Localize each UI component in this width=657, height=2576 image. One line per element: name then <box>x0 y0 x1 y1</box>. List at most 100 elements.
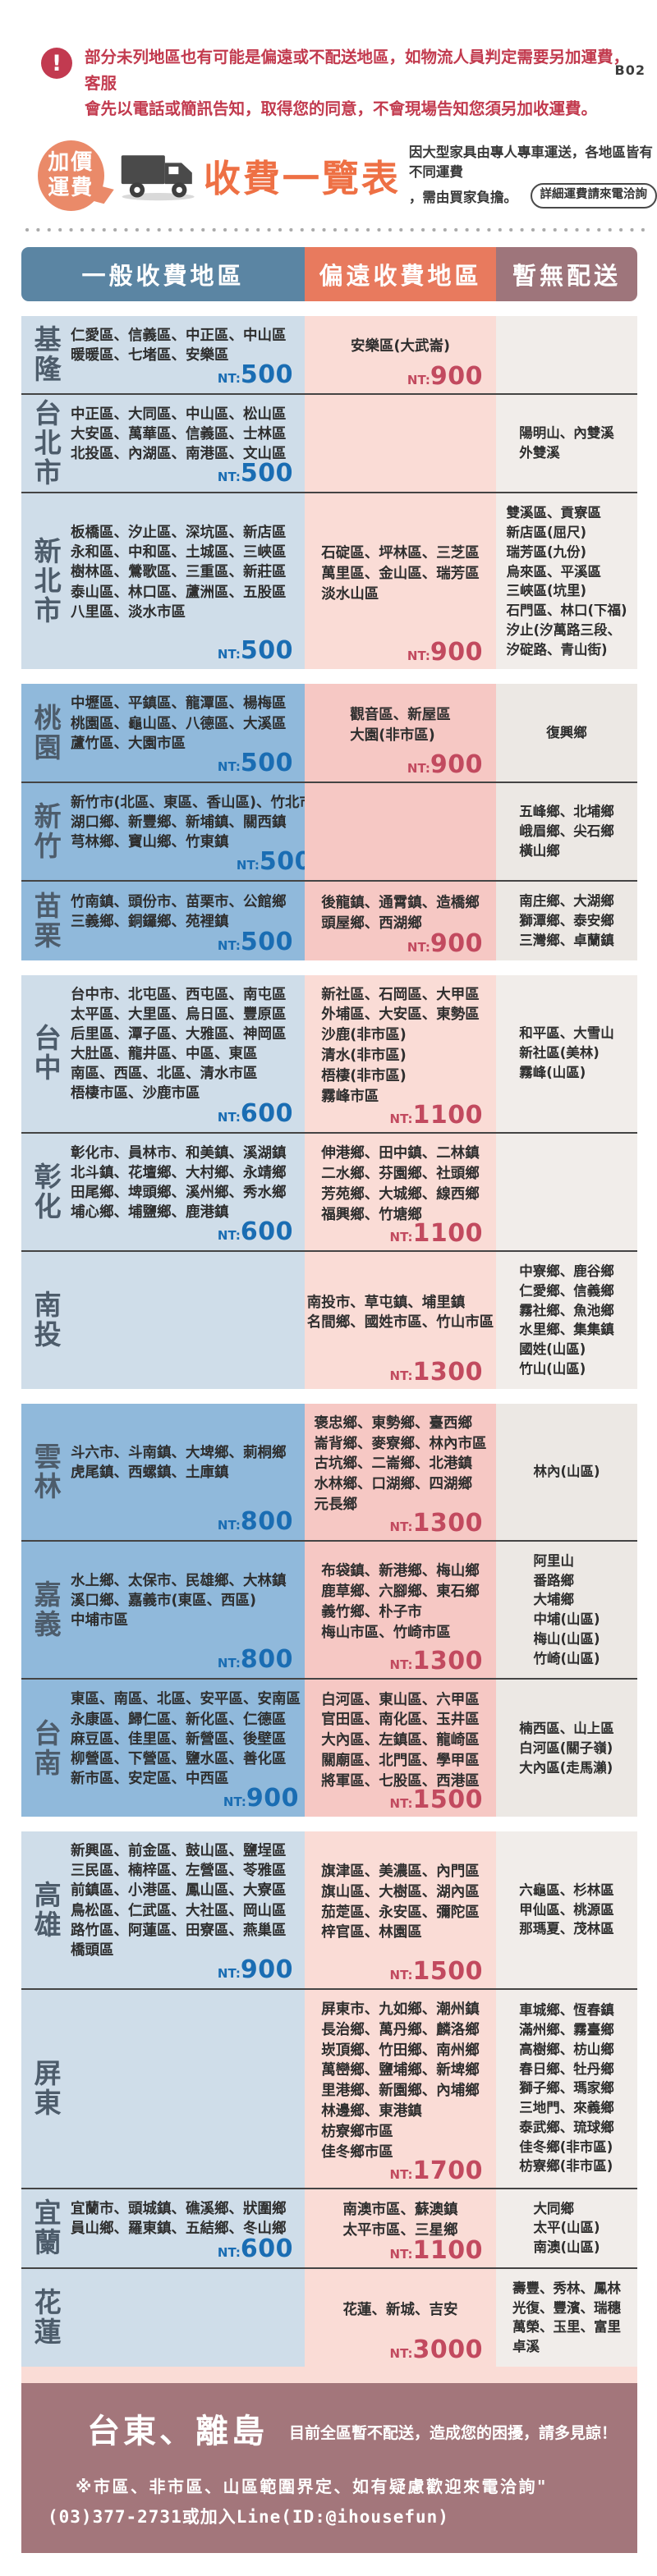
remote-fee-cell: 後龍鎮、通霄鎮、造橋鄉頭屋鄉、西湖鄉 NT:900 <box>305 882 496 960</box>
no-delivery-cell: 和平區、大雪山新社區(美林)霧峰(山區) <box>496 975 637 1132</box>
no-delivery-cell: 六龜區、杉林區甲仙區、桃源區那瑪夏、茂林區 <box>496 1831 637 1988</box>
fee-chart-title: 收費一覽表 <box>204 149 401 202</box>
table-row: 花蓮 花蓮、新城、吉安 NT:3000 壽豐、秀林、鳳林光復、豐濱、瑞穗萬榮、玉… <box>21 2267 637 2367</box>
surcharge-bubble: 加價 運費 <box>38 140 104 211</box>
general-fee-cell: 台北市 中正區、大同區、中山區、松山區大安區、萬華區、信義區、士林區北投區、內湖… <box>21 395 305 492</box>
general-fee-cell: 桃園 中壢區、平鎮區、龍潭區、楊梅區桃園區、龜山區、八德區、大溪區蘆竹區、大園市… <box>21 684 305 781</box>
district-list-general: 水上鄉、太保市、民雄鄉、大林鎮溪口鄉、嘉義市(東區、西區)中埔市區 <box>71 1571 295 1630</box>
general-price: NT:900 <box>218 1955 293 1984</box>
remote-fee-cell: 南澳市區、蘇澳鎮太平市區、三星鄉 NT:1100 <box>305 2189 496 2267</box>
district-list-remote: 安樂區(大武崙) <box>351 337 450 357</box>
district-list-general: 板橋區、汐止區、深坑區、新店區永和區、中和區、土城區、三峽區樹林區、鶯歌區、三重… <box>71 523 295 622</box>
general-fee-cell: 台南 東區、南區、北區、安平區、安南區永康區、歸仁區、新化區、仁德區麻豆區、佳里… <box>21 1680 305 1817</box>
general-price: NT:600 <box>218 1099 293 1128</box>
footer-title: 台東、離島 <box>87 2404 268 2452</box>
no-delivery-cell: 復興鄉 <box>496 684 637 781</box>
district-list-remote: 石碇區、坪林區、三芝區萬里區、金山區、瑞芳區淡水山區 <box>321 543 480 605</box>
general-fee-cell: 新北市 板橋區、汐止區、深坑區、新店區永和區、中和區、土城區、三峽區樹林區、鶯歌… <box>21 493 305 669</box>
remote-fee-cell: 旗津區、美濃區、內門區旗山區、大樹區、湖內區茄萣區、永安區、彌陀區梓官區、林園區… <box>305 1831 496 1988</box>
table-body: 基隆 仁愛區、信義區、中正區、中山區暖暖區、七堵區、安樂區 NT:500 安樂區… <box>21 316 637 2367</box>
table-row: 台中 台中市、北屯區、西屯區、南屯區太平區、大里區、烏日區、豐原區后里區、潭子區… <box>21 975 637 1132</box>
remote-price: NT:1300 <box>390 1358 483 1387</box>
district-list-remote: 伸港鄉、田中鎮、二林鎮二水鄉、芬園鄉、社頭鄉芳苑鄉、大城鄉、線西鄉福興鄉、竹塘鄉 <box>321 1144 480 1225</box>
no-delivery-cell: 壽豐、秀林、鳳林光復、豐濱、瑞穗萬榮、玉里、富里卓溪 <box>496 2269 637 2367</box>
general-fee-cell: 嘉義 水上鄉、太保市、民雄鄉、大林鎮溪口鄉、嘉義市(東區、西區)中埔市區 NT:… <box>21 1542 305 1679</box>
no-delivery-cell: 雙溪區、貢寮區新店區(屈尺)瑞芳區(九份)烏來區、平溪區三峽區(坑里)石門區、林… <box>496 493 637 669</box>
delivery-truck-icon <box>119 147 197 204</box>
county-label: 雲林 <box>21 1404 69 1540</box>
remote-fee-cell: 石碇區、坪林區、三芝區萬里區、金山區、瑞芳區淡水山區 NT:900 <box>305 493 496 669</box>
district-list-remote: 南澳市區、蘇澳鎮太平市區、三星鄉 <box>343 2200 458 2241</box>
general-price: NT:500 <box>218 360 293 389</box>
district-list-general: 竹南鎮、頭份市、苗栗市、公館鄉三義鄉、銅鑼鄉、苑裡鎮 <box>71 892 295 932</box>
general-price: NT:500 <box>237 847 312 876</box>
bubble-text-line1: 加價 <box>48 150 94 176</box>
remote-fee-cell: 白河區、東山區、六甲區官田區、南化區、玉井區大內區、左鎮區、龍崎區關廟區、北門區… <box>305 1680 496 1817</box>
district-list-no-delivery: 復興鄉 <box>546 723 587 743</box>
district-list-no-delivery: 壽豐、秀林、鳳林光復、豐濱、瑞穗萬榮、玉里、富里卓溪 <box>512 2279 621 2357</box>
table-row: 新北市 板橋區、汐止區、深坑區、新店區永和區、中和區、土城區、三峽區樹林區、鶯歌… <box>21 492 637 669</box>
table-row: 苗栗 竹南鎮、頭份市、苗栗市、公館鄉三義鄉、銅鑼鄉、苑裡鎮 NT:500 後龍鎮… <box>21 880 637 960</box>
district-list-general: 中正區、大同區、中山區、松山區大安區、萬華區、信義區、士林區北投區、內湖區、南港… <box>71 405 295 464</box>
general-price: NT:600 <box>218 1217 293 1246</box>
remote-fee-cell: 花蓮、新城、吉安 NT:3000 <box>305 2269 496 2367</box>
table-group: 高雄 新興區、前金區、鼓山區、鹽埕區三民區、楠梓區、左營區、苓雅區前鎮區、小港區… <box>21 1831 637 2367</box>
fee-chart-header: 加價 運費 收費一覽表 因大型家具由專人專車運送，各地區皆有不同運費 ，需由買家… <box>38 140 657 211</box>
general-fee-cell: 屏東 <box>21 1990 305 2188</box>
no-delivery-footer: 台東、離島 目前全區暫不配送，造成您的困擾，請多見諒！ ※市區、非市區、山區範圍… <box>21 2383 637 2553</box>
no-delivery-cell: 中寮鄉、鹿谷鄉仁愛鄉、信義鄉霧社鄉、魚池鄉水里鄉、集集鎮國姓(山區)竹山(山區) <box>496 1252 637 1389</box>
district-list-general: 斗六市、斗南鎮、大埤鄉、莿桐鄉虎尾鎮、西螺鎮、土庫鎮 <box>71 1443 295 1483</box>
county-label: 苗栗 <box>21 882 69 960</box>
remote-price: NT:900 <box>407 750 483 779</box>
footer-contact: (03)377-2731或加入Line(ID:@ihousefun) <box>48 2504 637 2528</box>
remote-fee-cell <box>305 783 496 880</box>
district-list-no-delivery: 雙溪區、貢寮區新店區(屈尺)瑞芳區(九份)烏來區、平溪區三峽區(坑里)石門區、林… <box>506 503 627 659</box>
remote-price: NT:1500 <box>390 1785 483 1814</box>
district-list-remote: 褒忠鄉、東勢鄉、臺西鄉崙背鄉、麥寮鄉、林內市區古坑鄉、二崙鄉、北港鎮水林鄉、口湖… <box>315 1414 487 1515</box>
general-fee-cell: 苗栗 竹南鎮、頭份市、苗栗市、公館鄉三義鄉、銅鑼鄉、苑裡鎮 NT:500 <box>21 882 305 960</box>
remote-price: NT:1300 <box>390 1509 483 1538</box>
column-header-general: 一般收費地區 <box>21 247 305 301</box>
district-list-no-delivery: 五峰鄉、北埔鄉峨眉鄉、尖石鄉橫山鄉 <box>519 802 614 860</box>
bubble-text-line2: 運費 <box>48 176 94 201</box>
general-fee-cell: 雲林 斗六市、斗南鎮、大埤鄉、莿桐鄉虎尾鎮、西螺鎮、土庫鎮 NT:800 <box>21 1404 305 1540</box>
table-group: 基隆 仁愛區、信義區、中正區、中山區暖暖區、七堵區、安樂區 NT:500 安樂區… <box>21 316 637 670</box>
remote-fee-cell: 褒忠鄉、東勢鄉、臺西鄉崙背鄉、麥寮鄉、林內市區古坑鄉、二崙鄉、北港鎮水林鄉、口湖… <box>305 1404 496 1540</box>
general-price: NT:800 <box>218 1645 293 1674</box>
county-label: 宜蘭 <box>21 2189 69 2267</box>
county-label: 台北市 <box>21 395 69 492</box>
fee-chart-description: 因大型家具由專人專車運送，各地區皆有不同運費 ，需由買家負擔。 詳細運費請來電洽… <box>409 143 657 209</box>
column-header-no-delivery: 暫無配送 <box>496 247 637 301</box>
warning-text: 部分未列地區也有可能是偏遠或不配送地區，如物流人員判定需要另加運費，客服會先以電… <box>85 44 641 122</box>
remote-price: NT:3000 <box>390 2335 483 2364</box>
district-list-no-delivery: 中寮鄉、鹿谷鄉仁愛鄉、信義鄉霧社鄉、魚池鄉水里鄉、集集鎮國姓(山區)竹山(山區) <box>519 1262 614 1379</box>
county-label: 花蓮 <box>21 2269 69 2367</box>
remote-fee-cell: 布袋鎮、新港鄉、梅山鄉鹿草鄉、六腳鄉、東石鄉義竹鄉、朴子市梅山市區、竹崎市區 N… <box>305 1542 496 1679</box>
district-list-no-delivery: 大同鄉太平(山區)南澳(山區) <box>533 2199 600 2257</box>
table-row: 台南 東區、南區、北區、安平區、安南區永康區、歸仁區、新化區、仁德區麻豆區、佳里… <box>21 1678 637 1817</box>
footer-description: 目前全區暫不配送，造成您的困擾，請多見諒！ <box>289 2421 617 2443</box>
district-list-general: 新竹市(北區、東區、香山區)、竹北市湖口鄉、新豐鄉、新埔鎮、關西鎮芎林鄉、寶山鄉… <box>71 793 314 852</box>
county-label: 新北市 <box>21 493 69 669</box>
remote-price: NT:1100 <box>390 1219 483 1248</box>
district-list-general: 仁愛區、信義區、中正區、中山區暖暖區、七堵區、安樂區 <box>71 326 295 365</box>
district-list-no-delivery: 車城鄉、恆春鎮滿州鄉、霧臺鄉高樹鄉、枋山鄉春日鄉、牡丹鄉獅子鄉、瑪家鄉三地門、來… <box>519 2001 614 2176</box>
general-fee-cell: 南投 <box>21 1252 305 1389</box>
district-list-no-delivery: 六龜區、杉林區甲仙區、桃源區那瑪夏、茂林區 <box>519 1881 614 1939</box>
county-label: 嘉義 <box>21 1542 69 1679</box>
warning-notice: ! 部分未列地區也有可能是偏遠或不配送地區，如物流人員判定需要另加運費，客服會先… <box>41 44 641 122</box>
table-row: 南投 南投市、草屯鎮、埔里鎮名間鄉、國姓市區、竹山市區 NT:1300 中寮鄉、… <box>21 1250 637 1389</box>
general-fee-cell: 花蓮 <box>21 2269 305 2367</box>
table-row: 宜蘭 宜蘭市、頭城鎮、礁溪鄉、狀圍鄉員山鄉、羅東鎮、五結鄉、冬山鄉 NT:600… <box>21 2188 637 2267</box>
no-delivery-cell: 五峰鄉、北埔鄉峨眉鄉、尖石鄉橫山鄉 <box>496 783 637 880</box>
county-label: 桃園 <box>21 684 69 781</box>
footer-note: ※市區、非市區、山區範圍界定、如有疑慮歡迎來電洽詢" <box>76 2473 637 2497</box>
table-row: 屏東 屏東市、九如鄉、潮州鎮長治鄉、萬丹鄉、麟洛鄉崁頂鄉、竹田鄉、南州鄉萬巒鄉、… <box>21 1988 637 2188</box>
county-label: 台南 <box>21 1680 69 1817</box>
district-list-remote: 新社區、石岡區、大甲區外埔區、大安區、東勢區沙鹿(非市區)清水(非市區)梧棲(非… <box>321 985 480 1107</box>
district-list-remote: 布袋鎮、新港鄉、梅山鄉鹿草鄉、六腳鄉、東石鄉義竹鄉、朴子市梅山市區、竹崎市區 <box>321 1561 480 1643</box>
district-list-no-delivery: 陽明山、內雙溪外雙溪 <box>519 424 614 463</box>
no-delivery-cell: 楠西區、山上區白河區(關子嶺)大內區(走馬瀨) <box>496 1680 637 1817</box>
description-line1: 因大型家具由專人專車運送，各地區皆有不同運費 <box>409 143 657 184</box>
table-row: 高雄 新興區、前金區、鼓山區、鹽埕區三民區、楠梓區、左營區、苓雅區前鎮區、小港區… <box>21 1831 637 1988</box>
